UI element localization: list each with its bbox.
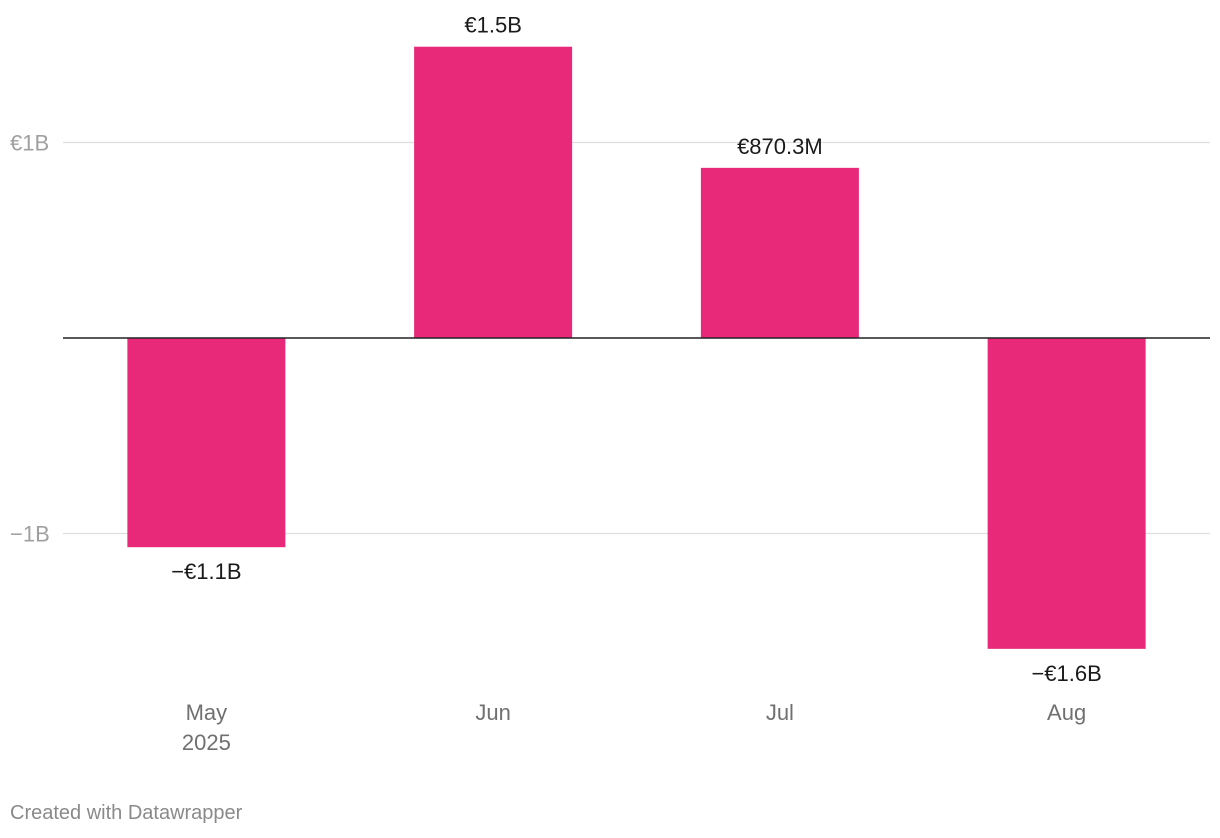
y-tick-label: €1B [10,131,49,156]
x-category-label: Jul [766,700,794,725]
x-category-sublabel: 2025 [182,730,231,755]
data-label: −€1.1B [171,559,241,584]
bar-jul [700,167,859,338]
bar-jun [414,46,573,339]
bars [127,46,1146,649]
data-label: −€1.6B [1031,661,1101,686]
footer-credit: Created with Datawrapper [10,802,243,824]
y-tick-label: −1B [10,522,50,547]
data-label: €1.5B [464,13,522,38]
x-category-label: Aug [1047,700,1086,725]
bar-aug [987,338,1146,649]
x-category-label: Jun [475,700,510,725]
bar-may [127,338,286,548]
data-label: €870.3M [737,134,823,159]
x-category-label: May [186,700,228,725]
labels: −€1.1B May 2025 €1.5B Jun €870.3M Jul −€1.6B Aug [171,13,1102,755]
